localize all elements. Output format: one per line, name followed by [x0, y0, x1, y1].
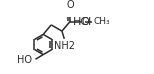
Text: NH2: NH2 — [54, 41, 75, 51]
Text: HCl: HCl — [72, 17, 92, 27]
Text: O: O — [82, 17, 89, 27]
Text: HO: HO — [17, 55, 32, 65]
Text: O: O — [66, 0, 74, 10]
Text: CH₃: CH₃ — [93, 17, 110, 26]
